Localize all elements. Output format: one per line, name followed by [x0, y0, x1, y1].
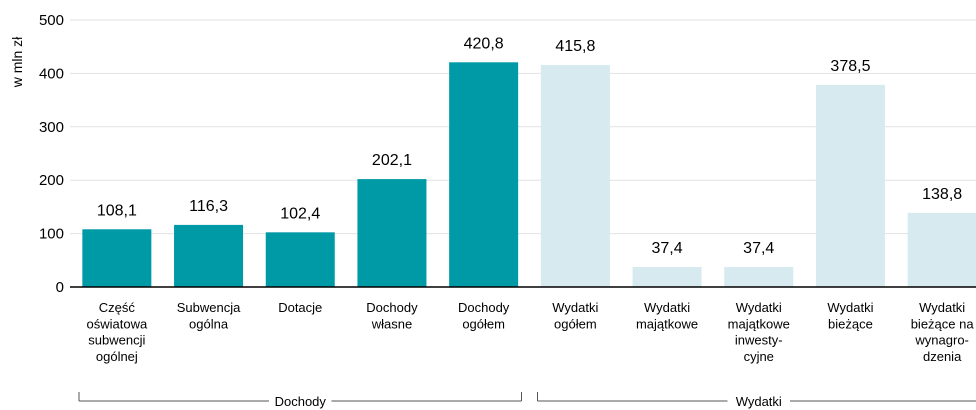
bar	[632, 267, 702, 287]
x-tick-label: Wydatki ogółem	[552, 300, 598, 331]
x-tick-label: Wydatki majątkowe	[636, 300, 698, 331]
bar	[265, 232, 335, 287]
bar	[357, 179, 427, 287]
y-axis-label: w mln zł	[9, 36, 25, 88]
value-label: 415,8	[555, 38, 595, 55]
group-label: Dochody	[275, 394, 327, 409]
y-tick-label: 500	[39, 12, 64, 29]
value-label: 202,1	[372, 152, 412, 169]
x-tick-label: Dotacje	[278, 300, 322, 315]
y-tick-label: 400	[39, 65, 64, 82]
x-tick-label: Dochody ogółem	[458, 300, 510, 331]
y-tick-label: 200	[39, 172, 64, 189]
x-tick-label: Część oświatowa subwencji ogólnej	[86, 300, 147, 364]
x-tick-label: Subwencja ogólna	[177, 300, 241, 331]
bar	[449, 62, 519, 287]
bar	[174, 224, 244, 287]
bar	[82, 229, 152, 287]
bar	[815, 84, 885, 287]
x-tick-label: Dochody własne	[366, 300, 418, 331]
x-tick-label: Wydatki bieżące	[827, 300, 873, 331]
value-label: 116,3	[189, 198, 228, 215]
value-label: 108,1	[97, 202, 137, 219]
value-label: 37,4	[651, 240, 682, 257]
bar	[907, 212, 976, 287]
group-label: Wydatki	[736, 394, 782, 409]
value-label: 138,8	[922, 186, 962, 203]
bar	[724, 267, 794, 287]
group-bracket	[78, 392, 522, 402]
value-label: 420,8	[464, 35, 504, 52]
y-tick-label: 0	[56, 279, 64, 296]
y-tick-label: 100	[39, 226, 64, 243]
bar	[540, 64, 610, 287]
y-tick-label: 300	[39, 119, 64, 136]
x-tick-label: Wydatki majątkowe inwesty-cyjne	[728, 300, 790, 364]
value-label: 37,4	[743, 240, 774, 257]
x-tick-label: Wydatki bieżące na wynagro-dzenia	[911, 300, 975, 364]
group-bracket	[537, 392, 976, 402]
value-label: 102,4	[280, 205, 320, 222]
value-label: 378,5	[830, 58, 870, 75]
